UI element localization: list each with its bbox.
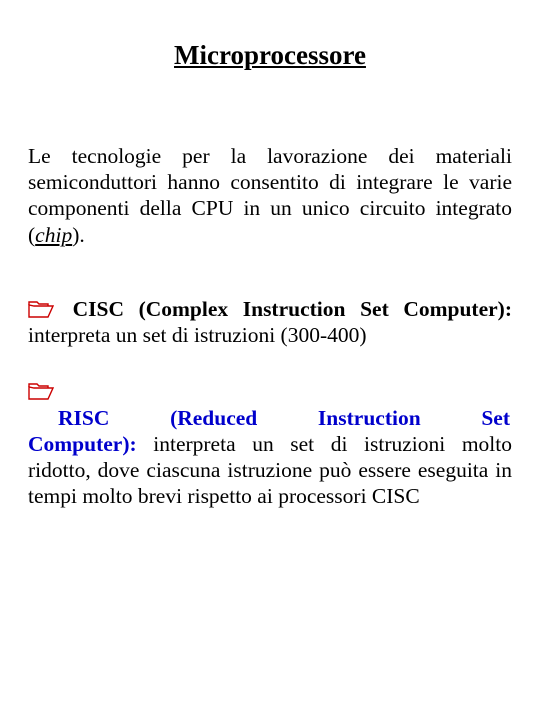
page-title: Microprocessore bbox=[28, 40, 512, 71]
risc-lead-label: RISC bbox=[58, 406, 109, 430]
list-item-cisc: CISC (Complex Instruction Set Computer):… bbox=[28, 296, 512, 348]
folder-stroke bbox=[29, 302, 53, 317]
cisc-body: interpreta un set di istruzioni (300-400… bbox=[28, 323, 367, 347]
intro-pre: Le tecnologie per la lavorazione dei mat… bbox=[28, 144, 512, 247]
folder-stroke bbox=[29, 384, 53, 399]
cisc-lead-rest: (Complex Instruction Set Computer): bbox=[124, 297, 512, 321]
list-item-risc: RISC (Reduced Instruction Set Computer):… bbox=[28, 378, 512, 509]
open-folder-icon bbox=[28, 301, 54, 318]
intro-post: ). bbox=[72, 223, 85, 247]
open-folder-icon bbox=[28, 383, 54, 400]
risc-lead-last: Computer): bbox=[28, 432, 137, 456]
intro-chip: chip bbox=[35, 223, 72, 247]
intro-paragraph: Le tecnologie per la lavorazione dei mat… bbox=[28, 143, 512, 248]
cisc-lead-label: CISC bbox=[73, 297, 124, 321]
risc-lead-mid: (Reduced Instruction Set bbox=[109, 406, 510, 430]
